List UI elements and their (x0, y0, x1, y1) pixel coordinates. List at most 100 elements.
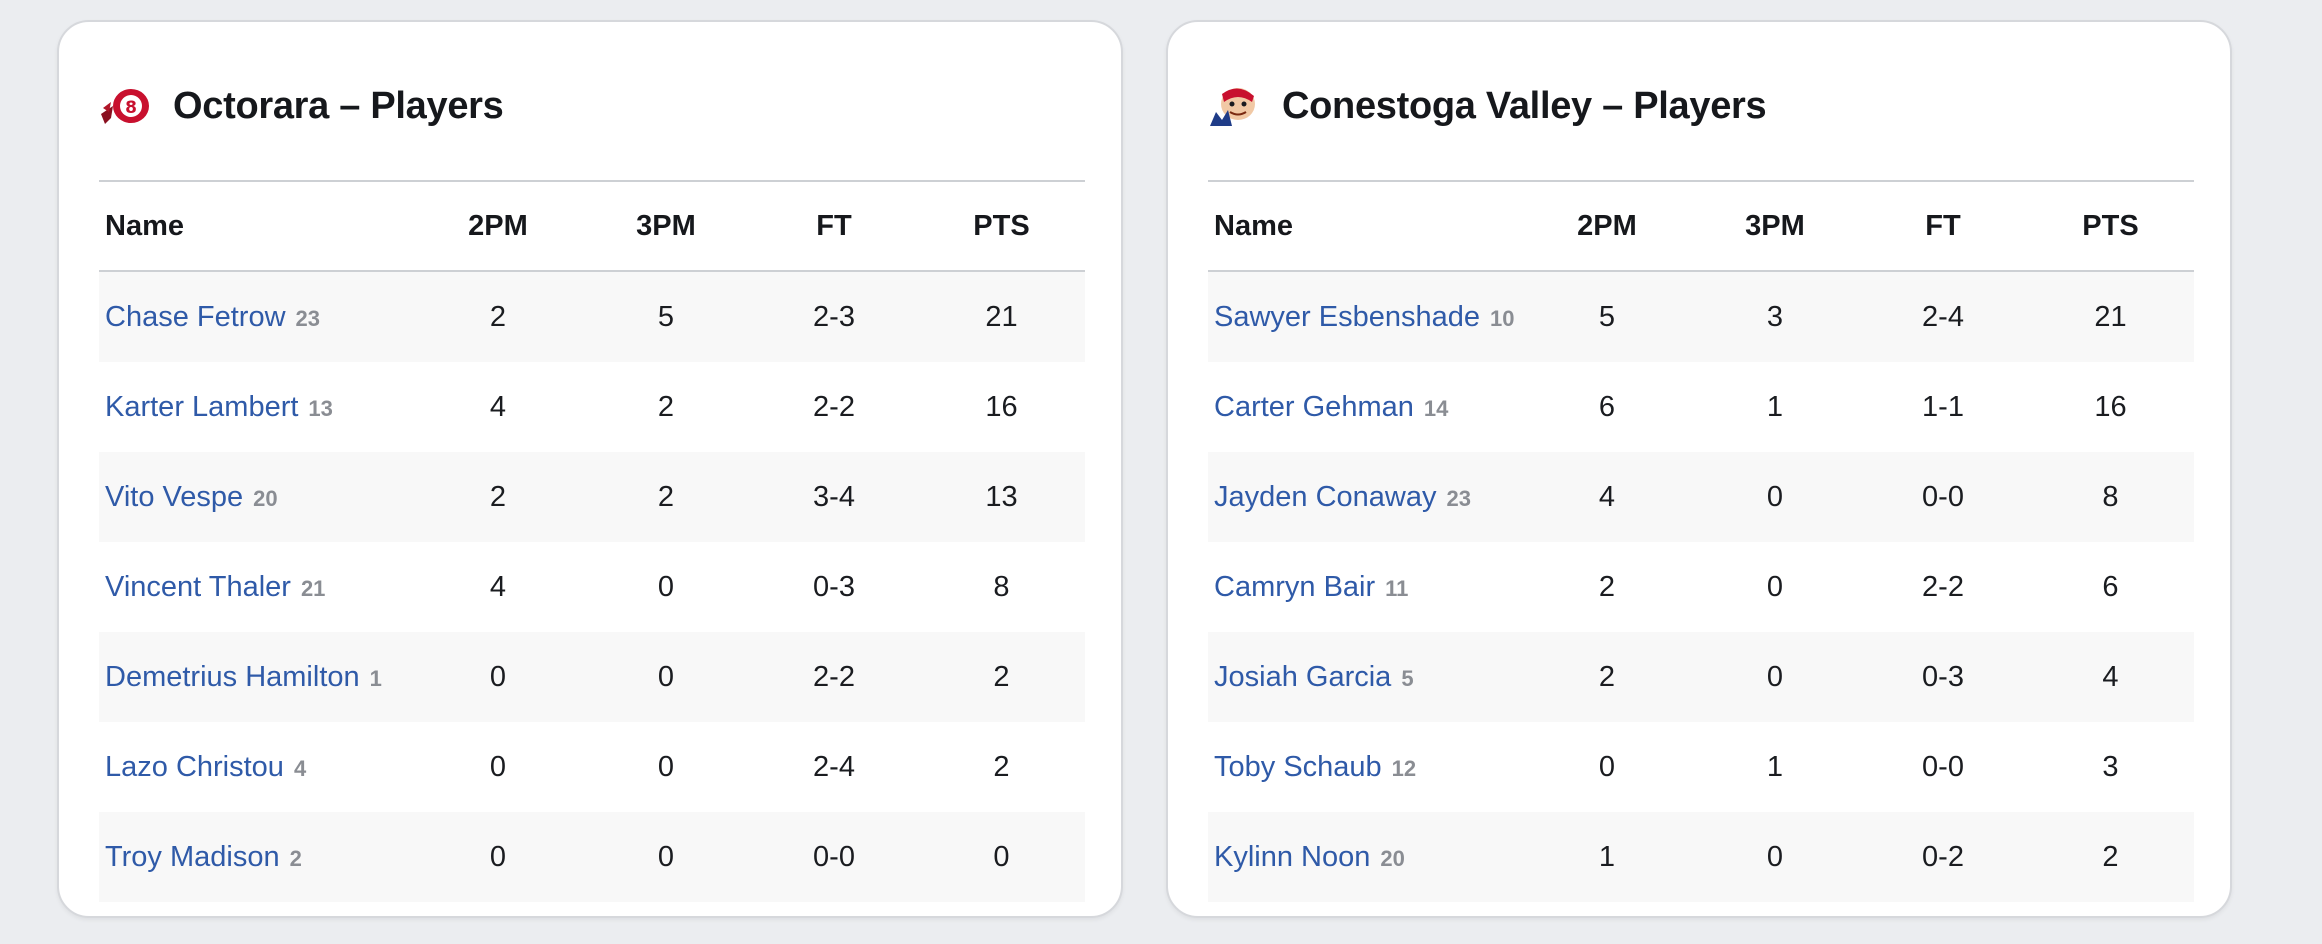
ft-cell: 0-0 (1859, 452, 2027, 542)
two-pm-cell: 4 (414, 542, 582, 632)
ft-cell: 0-0 (1859, 722, 2027, 812)
player-link[interactable]: Vito Vespe (105, 480, 244, 513)
column-header-ft[interactable]: FT (1859, 180, 2027, 272)
octorara-braves-logo-icon: 8 (99, 84, 151, 128)
table-row: Kylinn Noon 20 1 0 0-2 2 (1208, 812, 2194, 902)
ft-cell: 0-3 (750, 542, 918, 632)
table-row: Lazo Christou 4 0 0 2-4 2 (99, 722, 1085, 812)
ft-cell: 2-3 (750, 271, 918, 362)
player-name-cell: Chase Fetrow 23 (99, 271, 414, 362)
two-pm-cell: 0 (414, 722, 582, 812)
column-header-3pm[interactable]: 3PM (582, 180, 750, 272)
player-name-cell: Camryn Bair 11 (1208, 542, 1523, 632)
three-pm-cell: 0 (582, 542, 750, 632)
player-link[interactable]: Sawyer Esbenshade (1214, 300, 1480, 333)
jersey-number: 20 (1380, 845, 1405, 871)
player-link[interactable]: Josiah Garcia (1214, 660, 1392, 693)
table-row: Sawyer Esbenshade 10 5 3 2-4 21 (1208, 271, 2194, 362)
player-name-cell: Kylinn Noon 20 (1208, 812, 1523, 902)
player-link[interactable]: Jayden Conaway (1214, 480, 1437, 513)
three-pm-cell: 3 (1691, 271, 1859, 362)
table-row: Camryn Bair 11 2 0 2-2 6 (1208, 542, 2194, 632)
table-row: Carter Gehman 14 6 1 1-1 16 (1208, 362, 2194, 452)
three-pm-cell: 0 (1691, 632, 1859, 722)
ft-cell: 0-3 (1859, 632, 2027, 722)
column-header-ft[interactable]: FT (750, 180, 918, 272)
two-pm-cell: 2 (414, 452, 582, 542)
ft-cell: 0-2 (1859, 812, 2027, 902)
card-header: 8 Octorara – Players (99, 74, 504, 138)
column-header-3pm[interactable]: 3PM (1691, 180, 1859, 272)
two-pm-cell: 1 (1523, 812, 1691, 902)
table-row: Vincent Thaler 21 4 0 0-3 8 (99, 542, 1085, 632)
pts-cell: 4 (2027, 632, 2194, 722)
player-link[interactable]: Vincent Thaler (105, 570, 291, 603)
column-header-name[interactable]: Name (99, 180, 414, 272)
table-row: Demetrius Hamilton 1 0 0 2-2 2 (99, 632, 1085, 722)
jersey-number: 14 (1423, 395, 1449, 421)
jersey-number: 23 (1446, 485, 1471, 511)
jersey-number: 11 (1385, 575, 1409, 601)
svg-text:8: 8 (125, 98, 137, 118)
jersey-number: 13 (308, 395, 333, 421)
ft-cell: 3-4 (750, 452, 918, 542)
ft-cell: 2-4 (1859, 271, 2027, 362)
player-link[interactable]: Camryn Bair (1214, 570, 1376, 603)
ft-cell: 2-2 (750, 632, 918, 722)
three-pm-cell: 0 (582, 632, 750, 722)
two-pm-cell: 4 (414, 362, 582, 452)
column-header-name[interactable]: Name (1208, 180, 1523, 272)
player-name-cell: Vincent Thaler 21 (99, 542, 414, 632)
player-name-cell: Sawyer Esbenshade 10 (1208, 271, 1523, 362)
player-link[interactable]: Demetrius Hamilton (105, 660, 360, 693)
three-pm-cell: 0 (1691, 542, 1859, 632)
jersey-number: 2 (289, 845, 302, 871)
two-pm-cell: 6 (1523, 362, 1691, 452)
player-link[interactable]: Kylinn Noon (1214, 840, 1371, 873)
three-pm-cell: 1 (1691, 362, 1859, 452)
player-name-cell: Jayden Conaway 23 (1208, 452, 1523, 542)
three-pm-cell: 0 (1691, 452, 1859, 542)
player-link[interactable]: Carter Gehman (1214, 390, 1414, 423)
three-pm-cell: 0 (582, 722, 750, 812)
table-header-row: Name 2PM 3PM FT PTS (1208, 180, 2194, 272)
player-name-cell: Carter Gehman 14 (1208, 362, 1523, 452)
table-row: Chase Fetrow 23 2 5 2-3 21 (99, 271, 1085, 362)
pts-cell: 21 (2027, 271, 2194, 362)
pts-cell: 2 (918, 722, 1085, 812)
conestoga-valley-buckskins-logo-icon (1208, 84, 1260, 128)
column-header-pts[interactable]: PTS (918, 180, 1085, 272)
column-header-2pm[interactable]: 2PM (414, 180, 582, 272)
two-pm-cell: 0 (414, 632, 582, 722)
ft-cell: 1-1 (1859, 362, 2027, 452)
two-pm-cell: 5 (1523, 271, 1691, 362)
table-row: Vito Vespe 20 2 2 3-4 13 (99, 452, 1085, 542)
player-link[interactable]: Chase Fetrow (105, 300, 286, 333)
table-row: Jayden Conaway 23 4 0 0-0 8 (1208, 452, 2194, 542)
player-link[interactable]: Lazo Christou (105, 750, 284, 783)
pts-cell: 8 (918, 542, 1085, 632)
player-name-cell: Troy Madison 2 (99, 812, 414, 902)
ft-cell: 2-4 (750, 722, 918, 812)
player-name-cell: Karter Lambert 13 (99, 362, 414, 452)
pts-cell: 16 (2027, 362, 2194, 452)
player-name-cell: Vito Vespe 20 (99, 452, 414, 542)
player-link[interactable]: Toby Schaub (1214, 750, 1382, 783)
ft-cell: 0-0 (750, 812, 918, 902)
pts-cell: 16 (918, 362, 1085, 452)
column-header-pts[interactable]: PTS (2027, 180, 2194, 272)
pts-cell: 0 (918, 812, 1085, 902)
player-name-cell: Demetrius Hamilton 1 (99, 632, 414, 722)
player-name-cell: Lazo Christou 4 (99, 722, 414, 812)
three-pm-cell: 2 (582, 362, 750, 452)
jersey-number: 23 (295, 305, 320, 331)
jersey-number: 1 (369, 665, 382, 691)
column-header-2pm[interactable]: 2PM (1523, 180, 1691, 272)
player-link[interactable]: Karter Lambert (105, 390, 299, 423)
two-pm-cell: 2 (414, 271, 582, 362)
ft-cell: 2-2 (1859, 542, 2027, 632)
jersey-number: 21 (300, 575, 326, 601)
player-link[interactable]: Troy Madison (105, 840, 280, 873)
card-title: Octorara – Players (173, 84, 504, 127)
pts-cell: 8 (2027, 452, 2194, 542)
